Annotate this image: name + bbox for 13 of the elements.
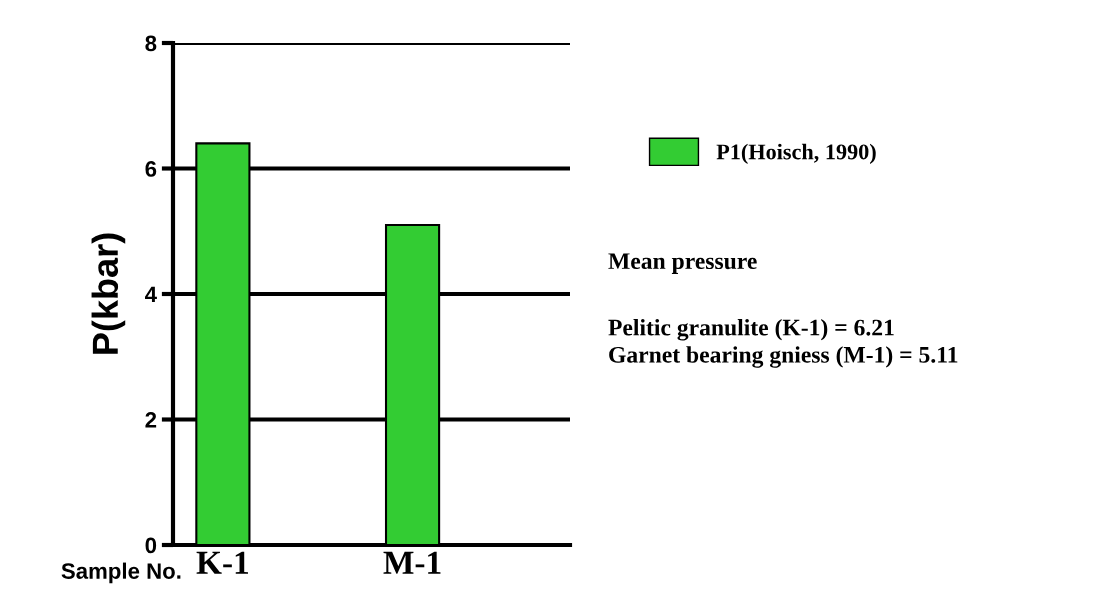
y-tick-label: 6 [145,161,157,177]
y-axis-title: P(kbar) [91,233,126,354]
x-tick-label: K-1 [196,551,249,574]
x-tick-label: M-1 [383,551,441,574]
y-tick-label: 8 [145,35,157,52]
y-tick-label: 4 [145,286,157,303]
y-tick-label: 2 [145,412,157,428]
y-tick-label: 0 [145,537,157,554]
text: Garnet bearing gniess (M-1) = 5.11 [609,346,958,368]
x-axis-title: Sample No. [61,562,181,584]
legend-label: P1(Hoisch, 1990) [716,143,876,164]
text: Pelitic granulite (K-1) = 6.21 [608,318,894,341]
text: Mean pressure [608,253,757,274]
